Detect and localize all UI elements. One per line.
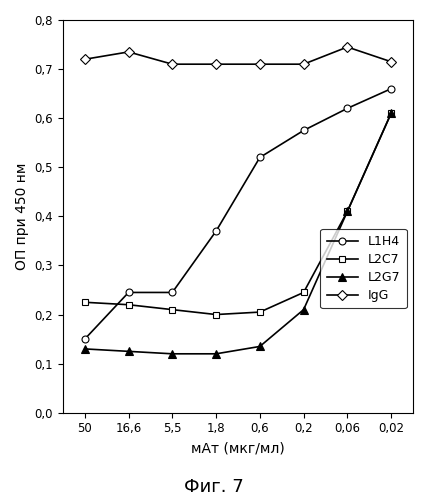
L2G7 xyxy=(257,344,262,349)
L1H4 xyxy=(257,154,262,160)
L2G7 xyxy=(170,351,175,357)
L2G7 xyxy=(82,346,87,352)
Y-axis label: ОП при 450 нм: ОП при 450 нм xyxy=(15,162,29,270)
L2G7 xyxy=(214,351,219,357)
IgG xyxy=(345,44,350,50)
L1H4 xyxy=(301,128,306,134)
IgG xyxy=(170,61,175,67)
L1H4 xyxy=(126,290,131,296)
IgG xyxy=(301,61,306,67)
L2C7 xyxy=(301,290,306,296)
L2G7 xyxy=(345,208,350,214)
Text: Фиг. 7: Фиг. 7 xyxy=(184,478,244,496)
L2C7 xyxy=(257,309,262,315)
L2C7 xyxy=(345,208,350,214)
L2G7 xyxy=(126,348,131,354)
IgG xyxy=(389,58,394,64)
IgG xyxy=(82,56,87,62)
L2C7 xyxy=(389,110,394,116)
Line: L2G7: L2G7 xyxy=(80,109,395,358)
IgG xyxy=(257,61,262,67)
Line: L2C7: L2C7 xyxy=(81,110,395,318)
IgG xyxy=(126,49,131,55)
L1H4 xyxy=(214,228,219,234)
L2C7 xyxy=(214,312,219,318)
IgG xyxy=(214,61,219,67)
Line: IgG: IgG xyxy=(81,44,395,68)
L1H4 xyxy=(170,290,175,296)
X-axis label: мАт (мкг/мл): мАт (мкг/мл) xyxy=(191,441,285,455)
Line: L1H4: L1H4 xyxy=(81,86,395,342)
L1H4 xyxy=(82,336,87,342)
L1H4 xyxy=(389,86,394,91)
L2G7 xyxy=(389,110,394,116)
L2C7 xyxy=(170,306,175,312)
L1H4 xyxy=(345,106,350,112)
L2C7 xyxy=(126,302,131,308)
L2G7 xyxy=(301,306,306,312)
L2C7 xyxy=(82,300,87,306)
Legend: L1H4, L2C7, L2G7, IgG: L1H4, L2C7, L2G7, IgG xyxy=(321,229,407,308)
